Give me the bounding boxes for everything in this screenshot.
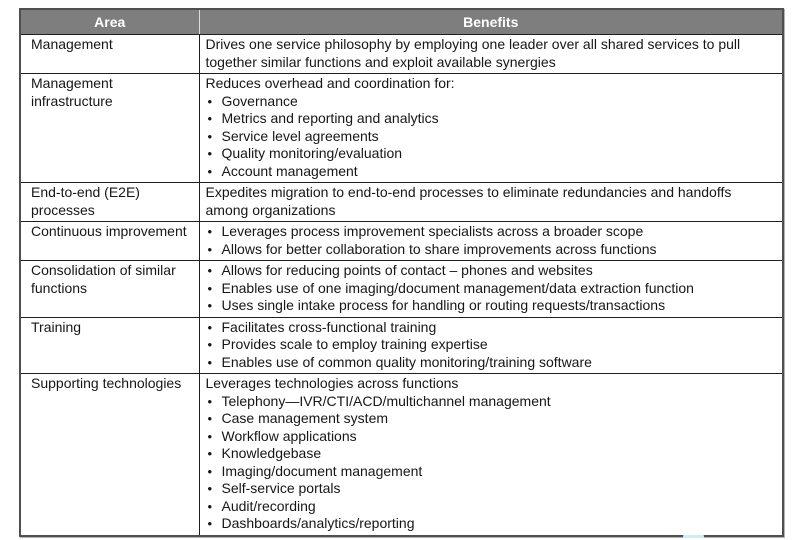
benefit-intro: Leverages technologies across functions <box>205 375 459 391</box>
bullet-item: • Imaging/document management <box>206 463 777 481</box>
area-cell: Continuous improvement <box>19 221 200 261</box>
table-row: Training • Facilitates cross-functional tr… <box>19 316 784 374</box>
benefits-table: Area Benefits Management Drives one servi… <box>19 8 784 537</box>
bullet-item: • Quality monitoring/evaluation <box>206 145 777 163</box>
bullet-item: • Enables use of one imaging/document man… <box>206 280 777 298</box>
benefit-intro: Expedites migration to end-to-end proces… <box>205 184 732 218</box>
area-cell: Training <box>19 316 200 374</box>
bullet-item: • Metrics and reporting and analytics <box>206 110 777 128</box>
bullet-icon: • <box>207 337 213 352</box>
document-page: Area Benefits Management Drives one servi… <box>19 8 784 537</box>
benefits-cell: • Allows for reducing points of contact –… <box>198 260 784 318</box>
bullet-item: • Case management system <box>206 410 777 428</box>
bullet-icon: • <box>207 481 213 496</box>
bullet-item: • Service level agreements <box>206 128 777 146</box>
bullet-icon: • <box>207 428 213 444</box>
bullet-icon: • <box>207 298 213 313</box>
bullet-item: • Audit/recording <box>206 498 777 516</box>
bullet-icon: • <box>207 241 213 257</box>
bullet-text: Enables use of one imaging/document mana… <box>221 279 694 296</box>
bullet-icon: • <box>207 411 213 426</box>
bullet-icon: • <box>207 354 213 370</box>
bullet-item: • Self-service portals <box>206 480 777 498</box>
table-header-row: Area Benefits <box>20 9 783 35</box>
bullet-item: • Enables use of common quality monitorin… <box>206 354 777 372</box>
benefit-intro: Reduces overhead and coordination for: <box>205 75 455 91</box>
bullet-icon: • <box>207 393 213 409</box>
bullet-icon: • <box>207 224 213 239</box>
table-row: Consolidation of similar functions • Allow… <box>19 260 784 318</box>
benefits-cell: • Leverages process improvement specialis… <box>198 221 784 261</box>
bullet-item: • Provides scale to employ training exper… <box>206 336 777 354</box>
benefits-cell: Leverages technologies across functions •… <box>198 373 784 536</box>
bullet-text: Leverages process improvement specialist… <box>221 223 644 239</box>
benefits-cell: Expedites migration to end-to-end proces… <box>198 182 784 222</box>
bullet-text: Quality monitoring/evaluation <box>221 145 403 161</box>
bullet-text: Workflow applications <box>221 427 357 444</box>
area-cell: Supporting technologies <box>19 373 200 536</box>
bullet-text: Dashboards/analytics/reporting <box>221 515 415 531</box>
bullet-item: • Allows for reducing points of contact –… <box>206 262 777 280</box>
bullet-icon: • <box>207 93 213 109</box>
bullet-item: • Account management <box>206 163 777 181</box>
highlight-artifact <box>683 535 704 538</box>
area-cell: Management <box>19 34 200 74</box>
bullet-text: Allows for reducing points of contact – … <box>221 262 593 278</box>
bullet-text: Account management <box>221 162 358 179</box>
bullet-icon: • <box>207 463 213 479</box>
bullet-text: Audit/recording <box>221 497 316 514</box>
area-cell: End-to-end (E2E) processes <box>19 182 200 222</box>
bullet-text: Governance <box>221 92 298 109</box>
bullet-item: • Workflow applications <box>206 428 777 446</box>
bullet-text: Provides scale to employ training expert… <box>221 336 488 352</box>
bullet-icon: • <box>207 498 213 514</box>
area-cell: Management infrastructure <box>19 73 200 183</box>
benefits-cell: Reduces overhead and coordination for: • G… <box>198 73 784 183</box>
bullet-item: • Facilitates cross-functional training <box>206 319 777 337</box>
bullet-item: • Dashboards/analytics/reporting <box>206 515 777 533</box>
column-header-area: Area <box>20 9 199 35</box>
bullet-item: • Allows for better collaboration to shar… <box>206 241 777 259</box>
bullet-icon: • <box>207 516 213 531</box>
bullet-text: Facilitates cross-functional training <box>221 318 437 335</box>
table-row: End-to-end (E2E) processes Expedites migr… <box>19 182 784 222</box>
bullet-text: Imaging/document management <box>221 462 423 479</box>
bullet-text: Self-service portals <box>221 480 341 496</box>
bullet-item: • Knowledgebase <box>206 445 777 463</box>
bullet-icon: • <box>207 146 213 161</box>
bullet-text: Case management system <box>221 410 389 426</box>
bullet-text: Allows for better collaboration to share… <box>221 240 657 257</box>
table-row: Management infrastructure Reduces overhea… <box>19 73 784 183</box>
bullet-icon: • <box>207 446 213 461</box>
bullet-text: Telephony—IVR/CTI/ACD/multichannel manag… <box>221 392 551 409</box>
bullet-text: Metrics and reporting and analytics <box>221 110 439 126</box>
bullet-item: • Uses single intake process for handling… <box>206 297 777 315</box>
bullet-item: • Telephony—IVR/CTI/ACD/multichannel mana… <box>206 393 777 411</box>
benefits-cell: • Facilitates cross-functional training • P… <box>198 316 784 374</box>
column-header-benefits: Benefits <box>198 9 783 35</box>
benefits-cell: Drives one service philosophy by employi… <box>198 34 784 74</box>
bullet-icon: • <box>207 128 213 144</box>
bullet-text: Enables use of common quality monitoring… <box>221 353 592 370</box>
table-row: Supporting technologies Leverages technol… <box>19 373 784 536</box>
bullet-icon: • <box>207 111 213 126</box>
bullet-icon: • <box>207 163 213 179</box>
table-row: Management Drives one service philosophy … <box>19 34 784 74</box>
bullet-item: • Governance <box>206 93 777 111</box>
bullet-text: Knowledgebase <box>221 445 322 461</box>
table-row: Continuous improvement • Leverages process… <box>19 221 784 261</box>
bullet-icon: • <box>207 280 213 296</box>
bullet-text: Uses single intake process for handling … <box>221 297 666 313</box>
bullet-icon: • <box>207 319 213 335</box>
benefit-intro: Drives one service philosophy by employi… <box>205 36 741 70</box>
bullet-item: • Leverages process improvement specialis… <box>206 223 777 241</box>
area-cell: Consolidation of similar functions <box>19 260 200 318</box>
bullet-icon: • <box>207 263 213 278</box>
bullet-text: Service level agreements <box>221 127 379 144</box>
